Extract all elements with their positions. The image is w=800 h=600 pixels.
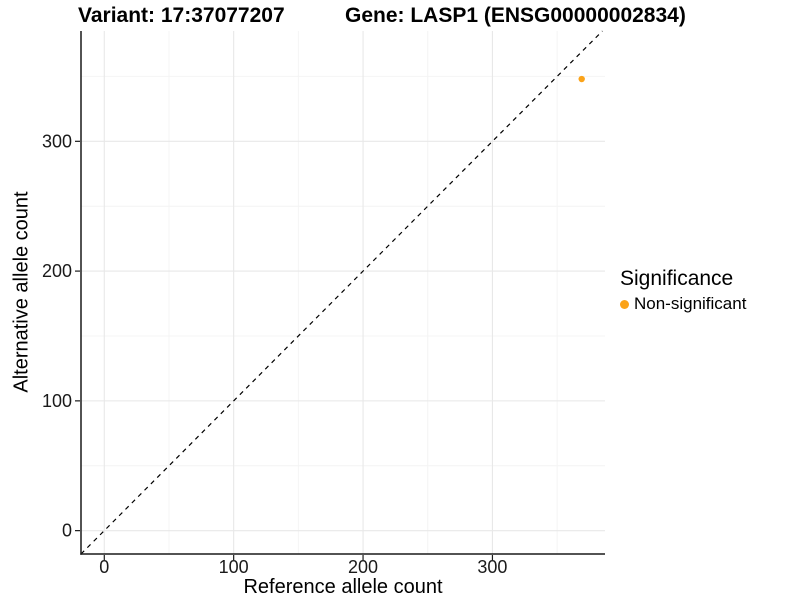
y-tick-label: 200: [42, 261, 72, 281]
y-tick-label: 0: [62, 521, 72, 541]
legend-entry-label: Non-significant: [634, 294, 747, 313]
x-tick-label: 0: [99, 557, 109, 577]
data-point: [578, 75, 585, 83]
x-tick-label: 200: [348, 557, 378, 577]
legend-entry-non-significant: Non-significant: [620, 294, 746, 314]
y-axis-title: Alternative allele count: [10, 191, 33, 393]
plot-title-gene: Gene: LASP1 (ENSG00000002834): [345, 4, 686, 27]
legend: Significance Non-significant: [620, 267, 746, 314]
y-tick-label: 100: [42, 391, 72, 411]
legend-title: Significance: [620, 267, 734, 290]
x-axis-title: Reference allele count: [243, 576, 443, 598]
identity-line: [80, 30, 603, 555]
legend-key-dot-icon: [620, 299, 629, 309]
plot-title-variant: Variant: 17:37077207: [78, 4, 285, 27]
x-tick-label: 100: [219, 557, 249, 577]
y-tick-label: 300: [42, 131, 72, 151]
x-tick-label: 300: [477, 557, 507, 577]
